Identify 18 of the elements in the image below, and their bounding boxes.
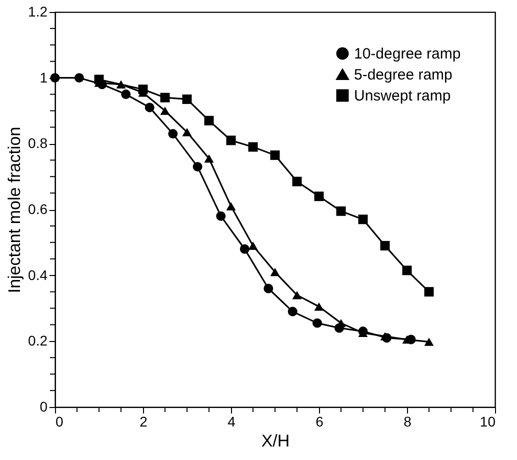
x-tick-label: 4 (228, 414, 236, 430)
x-axis-title: X/H (261, 432, 290, 450)
legend-label: Unswept ramp (354, 88, 451, 104)
y-tick-label: 1 (40, 69, 48, 86)
y-tick-label: 0.4 (28, 266, 48, 283)
x-tick-label: 10 (480, 414, 496, 430)
x-tick-label: 6 (316, 414, 324, 430)
y-tick-label: 0.8 (28, 135, 48, 152)
x-tick-label: 2 (140, 414, 148, 430)
y-tick-label: 0.6 (28, 201, 48, 217)
y-tick-label: 0.2 (28, 332, 48, 349)
y-tick-label: 1.2 (28, 4, 48, 20)
y-axis-title: Injectant mole fraction (5, 126, 24, 294)
y-tick-label: 0 (40, 398, 48, 414)
legend-label: 5-degree ramp (354, 66, 452, 84)
x-tick-label: 8 (404, 414, 412, 430)
x-tick-label: 0 (56, 414, 64, 430)
legend-label: 10-degree ramp (354, 46, 461, 62)
